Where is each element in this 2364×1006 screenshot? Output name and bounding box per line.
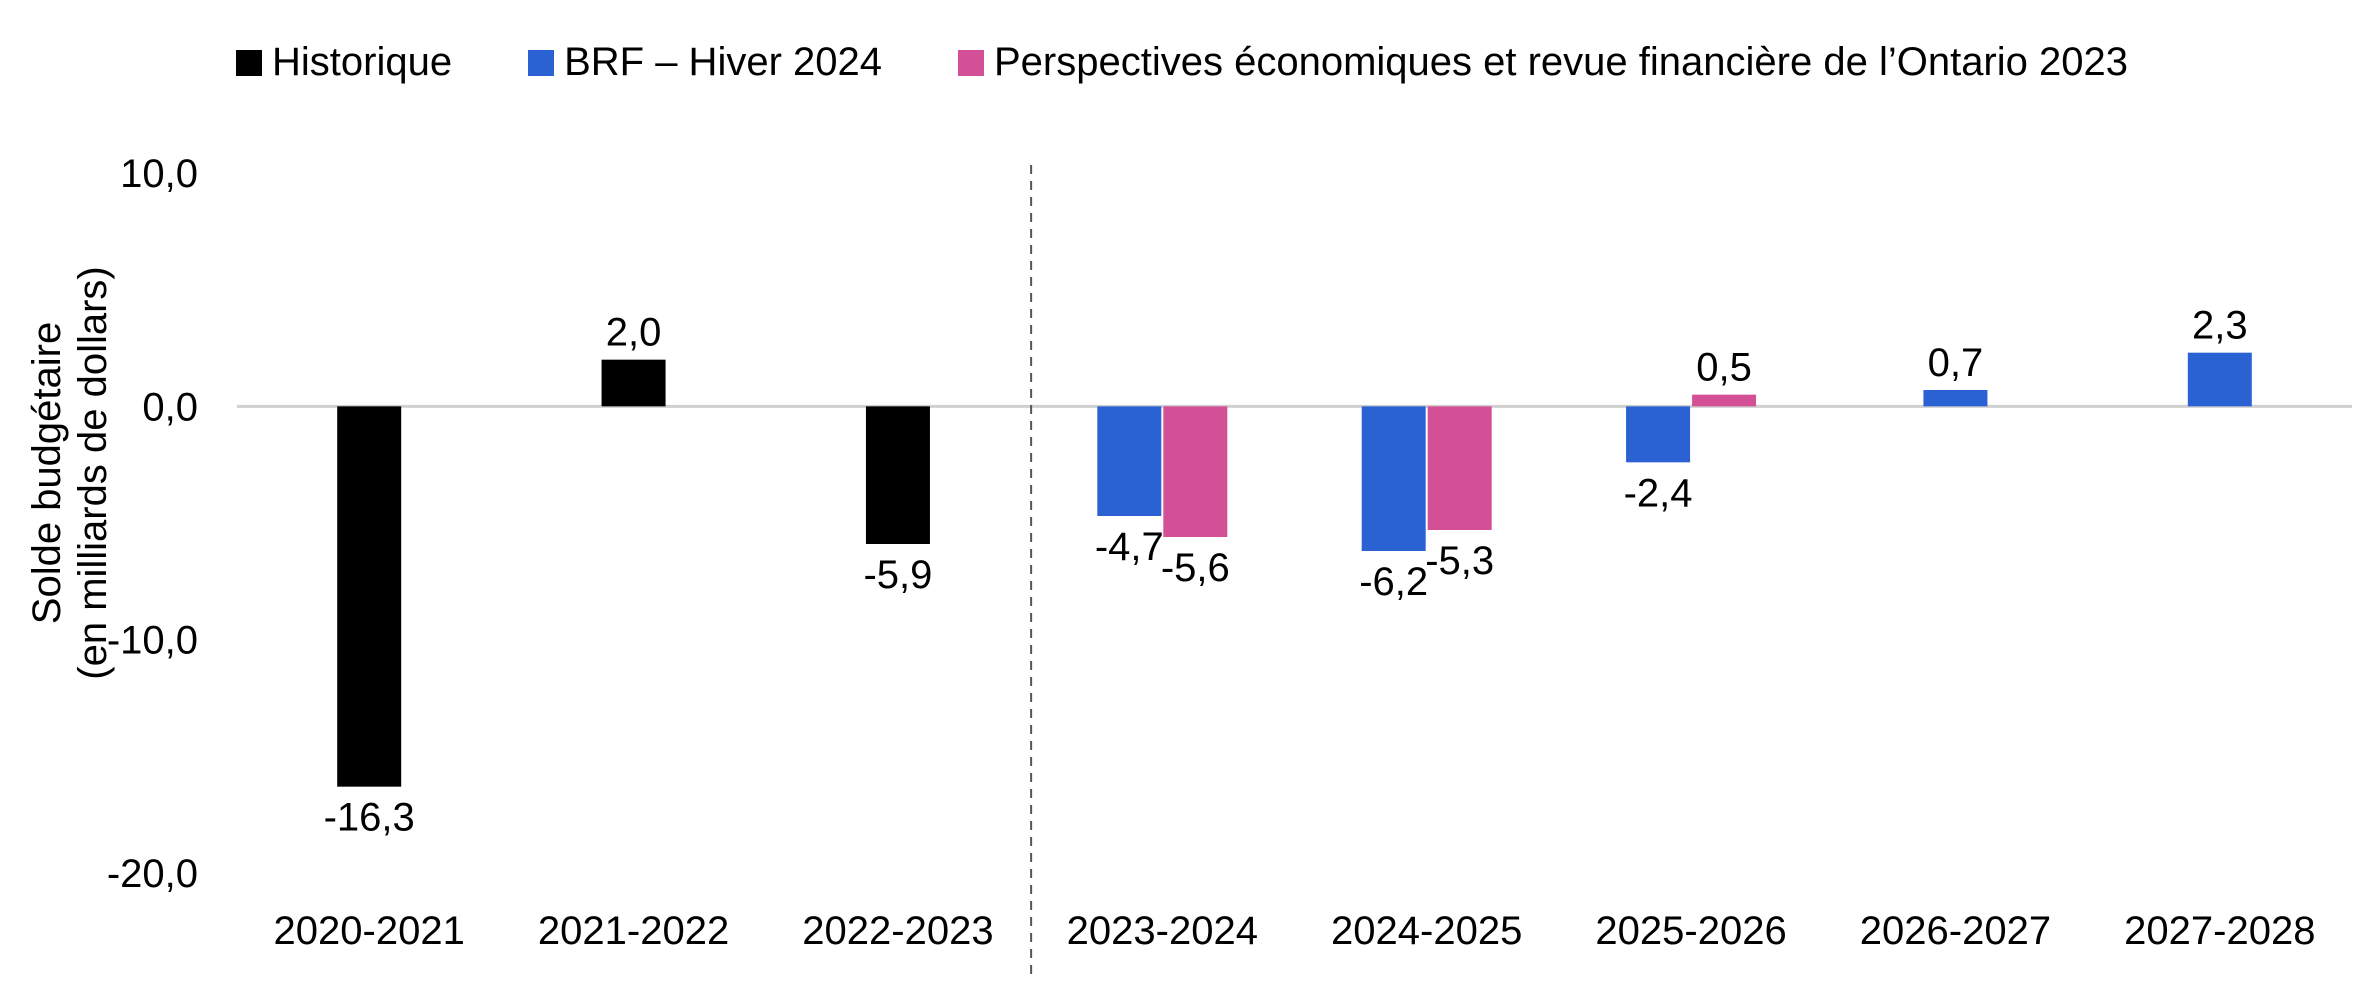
bar xyxy=(1361,406,1426,551)
bar xyxy=(337,406,402,787)
legend-swatch xyxy=(236,49,262,76)
data-label: -2,4 xyxy=(1624,471,1693,515)
data-label: 0,7 xyxy=(1928,341,1984,385)
x-tick-label: 2026-2027 xyxy=(1860,909,2051,953)
x-tick-label: 2020-2021 xyxy=(274,909,465,953)
legend-label: Perspectives économiques et revue financ… xyxy=(994,40,2128,84)
y-tick-label: 0,0 xyxy=(142,385,198,429)
legend-label: Historique xyxy=(272,40,453,84)
y-tick-label: -10,0 xyxy=(107,619,198,663)
legend-label: BRF – Hiver 2024 xyxy=(564,40,882,84)
y-axis-label: Solde budgétaire(en milliards de dollars… xyxy=(25,266,115,679)
bar xyxy=(1097,406,1162,516)
data-label: 2,3 xyxy=(2192,304,2248,348)
bar xyxy=(1163,406,1228,537)
bar xyxy=(1692,394,1757,407)
bar xyxy=(1923,390,1988,407)
data-label: -16,3 xyxy=(324,796,415,840)
legend-item: Historique xyxy=(236,40,452,85)
legend: Historique BRF – Hiver 2024 Perspectives é… xyxy=(0,40,2364,85)
data-label: -6,2 xyxy=(1359,560,1428,604)
x-tick-label: 2027-2028 xyxy=(2124,909,2315,953)
legend-swatch xyxy=(958,49,984,76)
data-label: -5,3 xyxy=(1425,539,1494,583)
x-tick-label: 2023-2024 xyxy=(1067,909,1258,953)
data-label: 2,0 xyxy=(606,311,662,355)
data-label: -5,6 xyxy=(1161,546,1230,590)
y-axis-label-line: (en milliards de dollars) xyxy=(71,266,115,679)
bar xyxy=(1626,406,1691,463)
data-label: -5,9 xyxy=(863,553,932,597)
y-tick-label: 10,0 xyxy=(120,152,198,196)
bar xyxy=(601,359,666,407)
y-axis-label-line: Solde budgétaire xyxy=(25,322,69,624)
x-tick-label: 2022-2023 xyxy=(802,909,993,953)
bar xyxy=(865,406,930,544)
y-tick-label: -20,0 xyxy=(107,852,198,896)
legend-swatch xyxy=(528,49,555,76)
data-label: -4,7 xyxy=(1095,525,1164,569)
bar xyxy=(1427,406,1492,530)
legend-item: Perspectives économiques et revue financ… xyxy=(958,40,2128,85)
x-tick-label: 2024-2025 xyxy=(1331,909,1522,953)
legend-item: BRF – Hiver 2024 xyxy=(528,40,882,85)
x-tick-label: 2025-2026 xyxy=(1595,909,1786,953)
x-tick-label: 2021-2022 xyxy=(538,909,729,953)
data-label: 0,5 xyxy=(1696,346,1752,390)
bar xyxy=(2187,352,2252,407)
